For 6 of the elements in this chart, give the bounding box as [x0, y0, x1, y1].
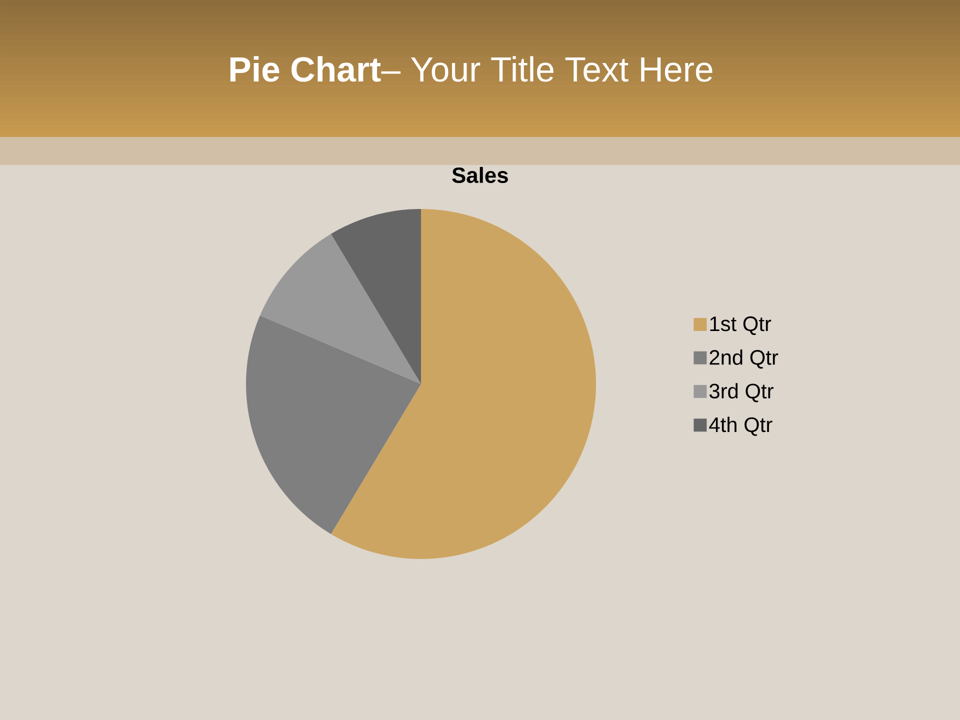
- chart-subtitle: Sales: [452, 166, 508, 184]
- legend-label: 4th Qtr: [709, 416, 772, 436]
- chart-title: Pie Chart– Your Title Text Here: [230, 56, 712, 82]
- legend-label: 3rd Qtr: [709, 383, 774, 402]
- legend-label: 1st Qtr: [710, 316, 772, 335]
- legend-label: 2nd Qtr: [710, 350, 778, 369]
